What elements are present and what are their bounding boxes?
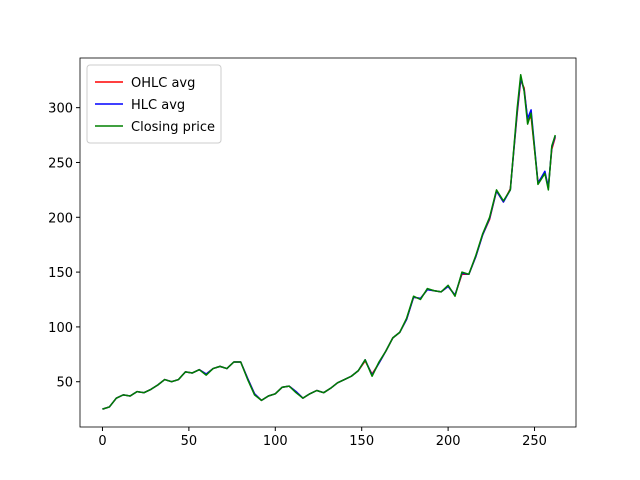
y-tick-label: 300 xyxy=(48,102,73,117)
plot-frame xyxy=(79,57,577,428)
y-tick-label: 200 xyxy=(48,211,73,226)
y-tick-label: 150 xyxy=(48,266,73,281)
x-tick-label: 50 xyxy=(181,434,198,449)
legend-label: Closing price xyxy=(131,120,215,135)
x-tick-label: 0 xyxy=(98,434,106,449)
legend: OHLC avg HLC avg Closing price xyxy=(86,64,222,144)
y-tick-label: 250 xyxy=(48,156,73,171)
legend-label: HLC avg xyxy=(131,98,185,113)
series-line xyxy=(102,74,556,410)
x-tick-label: 250 xyxy=(522,434,547,449)
y-tick-label: 100 xyxy=(48,321,73,336)
x-tick-label: 150 xyxy=(349,434,374,449)
x-tick-label: 200 xyxy=(436,434,461,449)
y-tick-label: 50 xyxy=(56,376,73,391)
legend-box xyxy=(86,64,222,144)
legend-label: OHLC avg xyxy=(131,76,195,91)
x-tick-label: 100 xyxy=(263,434,288,449)
